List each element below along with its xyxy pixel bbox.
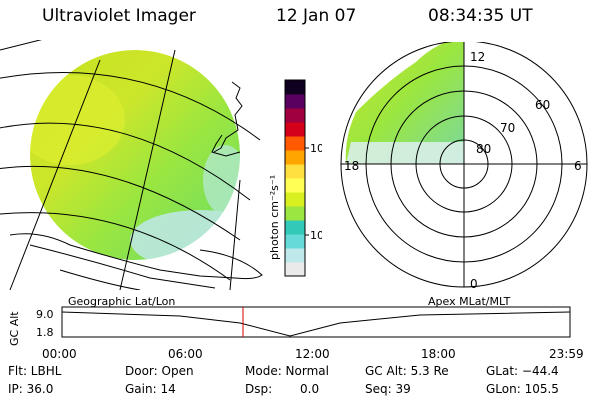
gc-alt-label: GC Alt: 5.3 Re xyxy=(365,364,449,378)
geographic-lon-label: GLon: 105.5 xyxy=(486,382,559,396)
colorbar-tick-10: 10 xyxy=(310,229,322,242)
color-scale-cell xyxy=(285,206,305,221)
color-scale-cell xyxy=(285,94,305,109)
instrument-title: Ultraviolet Imager xyxy=(42,6,196,26)
mlat-label-80: 80 xyxy=(476,142,491,156)
color-scale-cell xyxy=(285,192,305,207)
dsp-value: 0.0 xyxy=(300,382,320,396)
mlt-label-6: 6 xyxy=(574,159,582,173)
time-tick-1200: 12:00 xyxy=(295,347,330,361)
door-label: Door: Open xyxy=(125,364,194,378)
mlt-label-18: 18 xyxy=(344,159,359,173)
colorbar-unit-label: photon cm⁻²s⁻¹ xyxy=(268,175,281,260)
lat-lon-grid xyxy=(0,40,261,290)
polar-aurora-region xyxy=(345,42,464,164)
polar-grid xyxy=(340,42,588,288)
altitude-timeline: GC Alt 9.0 1.8 00:00 06:00 12:00 18:00 2… xyxy=(8,306,584,361)
polar-mlat-mlt-plot: 12 0 18 6 80 70 60 xyxy=(340,42,588,291)
color-scale-cell xyxy=(285,164,305,179)
dsp-label: Dsp: xyxy=(245,382,273,396)
time-tick-0000: 00:00 xyxy=(42,347,77,361)
auroral-disc xyxy=(30,50,240,260)
gain-label: Gain: 14 xyxy=(125,382,176,396)
color-scale-bar: 100 10 photon cm⁻²s⁻¹ xyxy=(268,79,322,277)
color-scale-cells xyxy=(285,80,305,277)
altitude-axis-label: GC Alt xyxy=(8,311,21,346)
filter-label: Flt: LBHL xyxy=(8,364,62,378)
mlat-label-60: 60 xyxy=(535,98,550,112)
mlat-label-70: 70 xyxy=(500,121,515,135)
altitude-tick-9: 9.0 xyxy=(36,308,54,321)
date-label: 12 Jan 07 xyxy=(276,6,357,26)
geographic-coords-label: Geographic Lat/Lon xyxy=(68,295,176,308)
color-scale-cell xyxy=(285,234,305,249)
mlt-label-0: 0 xyxy=(470,277,478,291)
altitude-tick-1-8: 1.8 xyxy=(36,326,54,339)
sequence-label: Seq: 39 xyxy=(365,382,411,396)
geographic-lat-label: GLat: −44.4 xyxy=(486,364,559,378)
ip-label: IP: 36.0 xyxy=(8,382,54,396)
color-scale-cell xyxy=(285,262,305,277)
time-tick-1800: 18:00 xyxy=(421,347,456,361)
color-scale-cell xyxy=(285,178,305,193)
color-scale-cell xyxy=(285,122,305,137)
colorbar-tick-100: 100 xyxy=(310,142,322,155)
apex-coords-label: Apex MLat/MLT xyxy=(428,295,511,308)
time-tick-2359: 23:59 xyxy=(549,347,584,361)
color-scale-cell xyxy=(285,108,305,123)
color-scale-cell xyxy=(285,150,305,165)
color-scale-cell xyxy=(285,136,305,151)
mlt-label-12: 12 xyxy=(470,50,485,64)
coastline-outline xyxy=(9,81,263,290)
time-tick-0600: 06:00 xyxy=(168,347,203,361)
mode-label: Mode: Normal xyxy=(245,364,329,378)
altitude-curve xyxy=(61,311,571,337)
geographic-image xyxy=(0,40,263,290)
time-label: 08:34:35 UT xyxy=(428,6,533,26)
color-scale-cell xyxy=(285,248,305,263)
color-scale-cell xyxy=(285,80,305,95)
color-scale-cell xyxy=(285,220,305,235)
